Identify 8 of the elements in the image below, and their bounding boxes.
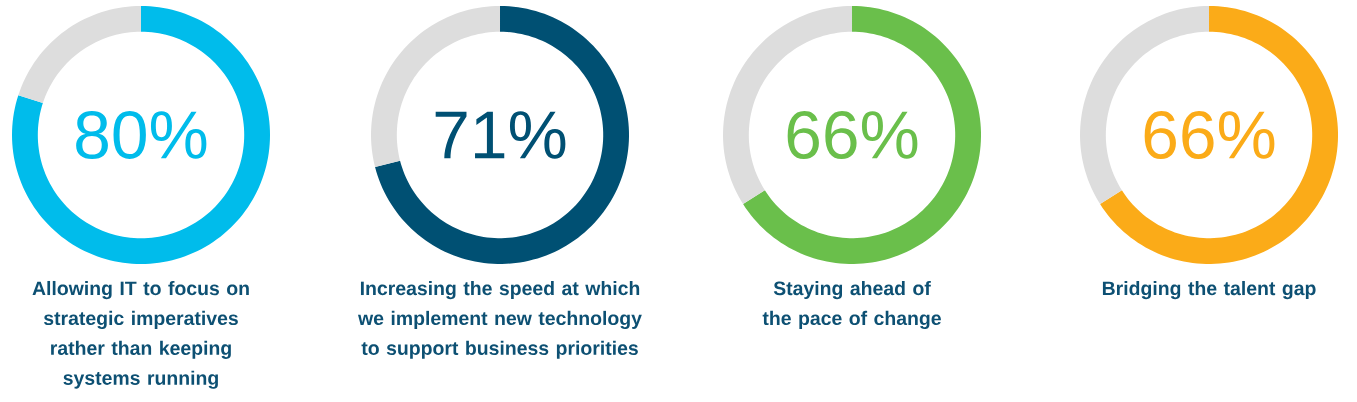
data-label: 66% [787,111,918,159]
text: Bridging the talent gap [1102,280,1316,300]
data-label: 80% [76,111,207,159]
text: Allowing IT to focus on strategic imperatives rather than keeping systems running [32,280,249,389]
data-label: 66% [1144,111,1275,159]
data-label: 71% [435,111,566,159]
text: Increasing the speed at which we implement new technology to support business priorities [358,280,642,359]
text: Staying ahead of the pace of change [762,280,941,330]
